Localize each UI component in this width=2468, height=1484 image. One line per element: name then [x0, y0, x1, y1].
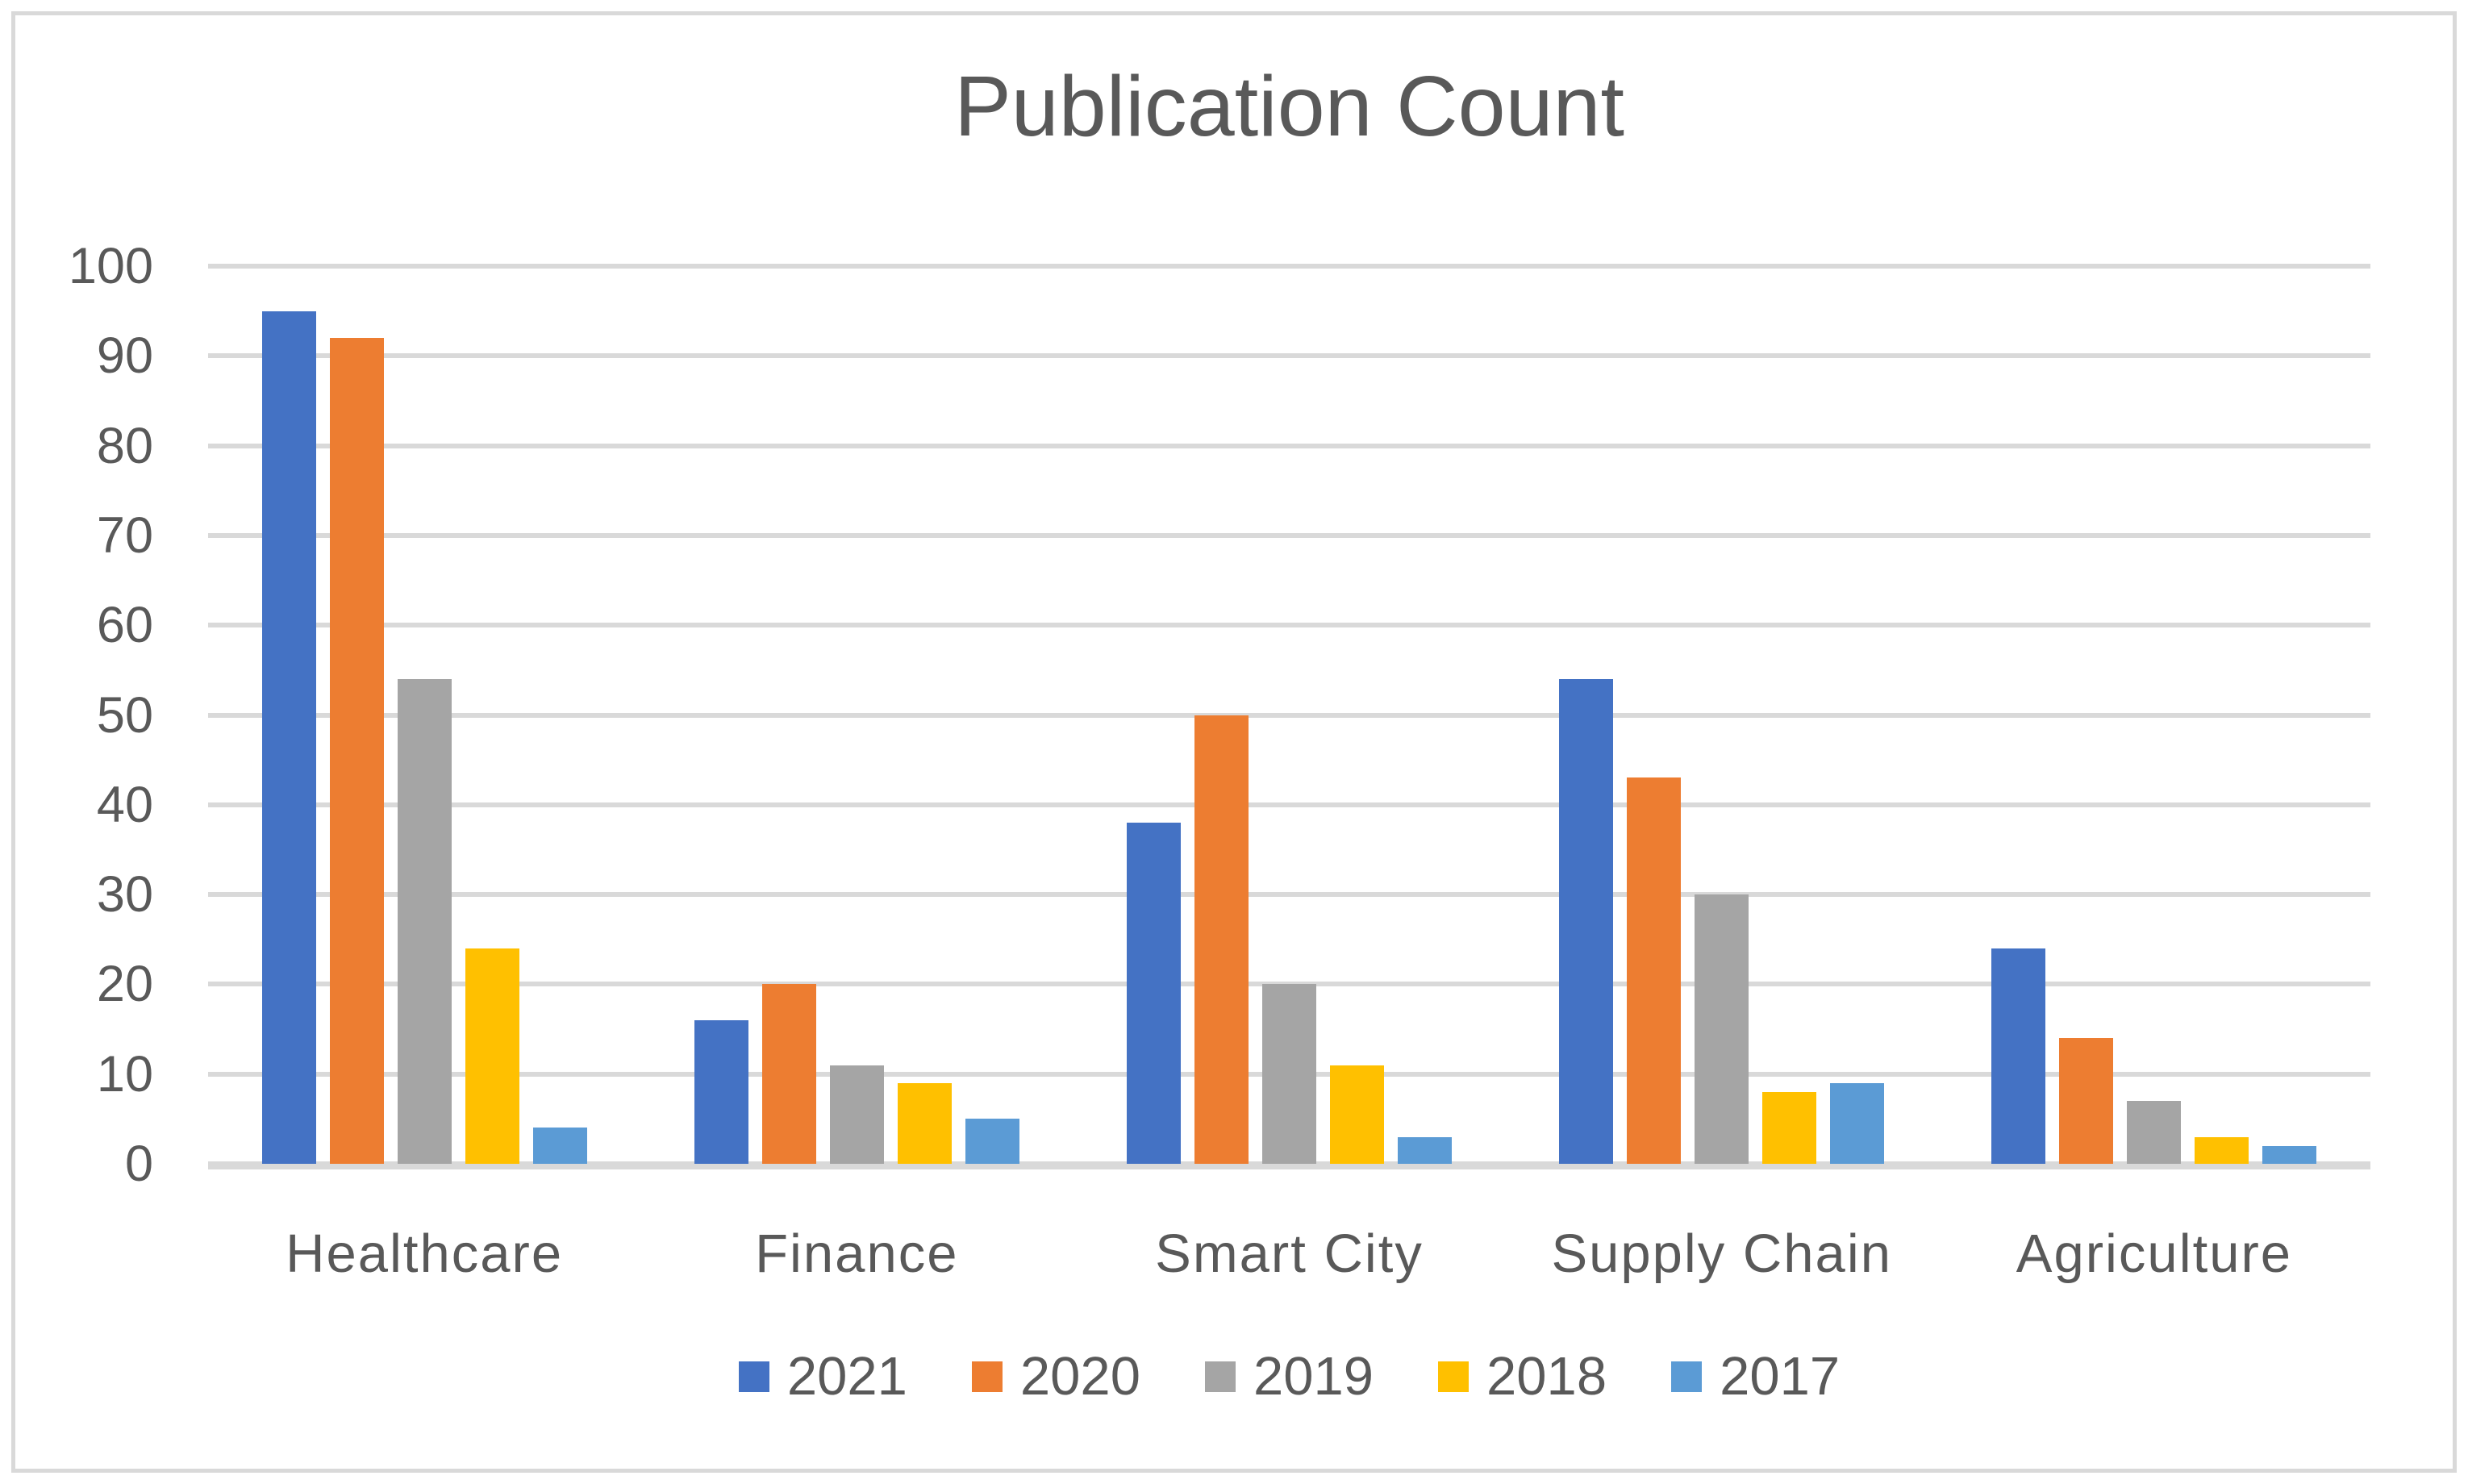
bar-group-smart-city	[1073, 266, 1505, 1164]
bar-2021-supply-chain	[1559, 678, 1614, 1164]
bar-2019-smart-city	[1262, 984, 1316, 1164]
y-tick-label-20: 20	[96, 956, 153, 1013]
gridline-70	[208, 532, 2370, 538]
legend-item-2018: 2018	[1438, 1345, 1607, 1407]
gridline-60	[208, 623, 2370, 628]
bar-2017-supply-chain	[1830, 1082, 1885, 1164]
gridline-90	[208, 353, 2370, 359]
bar-group-agriculture	[1938, 266, 2370, 1164]
legend-item-2020: 2020	[971, 1345, 1140, 1407]
gridline-100	[208, 264, 2370, 269]
legend-label-2019: 2019	[1253, 1346, 1374, 1407]
y-tick-label-100: 100	[68, 238, 153, 294]
bar-2021-healthcare	[261, 311, 316, 1164]
legend-swatch-icon	[971, 1361, 1003, 1392]
legend-label-2018: 2018	[1486, 1346, 1607, 1407]
bar-2020-supply-chain	[1627, 777, 1682, 1164]
bar-2017-finance	[965, 1119, 1019, 1164]
bar-2019-agriculture	[2127, 1101, 2182, 1164]
y-tick-label-50: 50	[96, 686, 153, 744]
chart-title: Publication Count	[954, 59, 1624, 154]
bar-2018-finance	[897, 1082, 952, 1164]
bar-group-finance	[640, 266, 1073, 1164]
gridline-50	[208, 712, 2370, 718]
bar-2017-agriculture	[2262, 1145, 2317, 1164]
y-tick-label-90: 90	[96, 327, 153, 385]
x-category-label-finance: Finance	[755, 1223, 959, 1284]
x-category-label-healthcare: Healthcare	[286, 1223, 564, 1284]
y-tick-label-40: 40	[96, 776, 153, 833]
gridline-20	[208, 982, 2370, 987]
legend: 2021 2020 2019 2018 2017	[208, 1345, 2370, 1407]
bar-2018-smart-city	[1330, 1065, 1384, 1164]
legend-label-2017: 2017	[1720, 1346, 1841, 1407]
bar-2021-smart-city	[1127, 823, 1181, 1164]
x-axis-line	[208, 1164, 2370, 1169]
bar-2021-agriculture	[1991, 948, 2046, 1164]
x-category-label-agriculture: Agriculture	[2016, 1223, 2293, 1284]
x-category-label-smart-city: Smart City	[1155, 1223, 1424, 1284]
bar-2019-healthcare	[397, 678, 452, 1164]
bar-2017-smart-city	[1398, 1136, 1452, 1164]
gridline-40	[208, 802, 2370, 807]
bar-2019-finance	[829, 1065, 884, 1164]
legend-swatch-icon	[1204, 1361, 1236, 1392]
legend-item-2017: 2017	[1671, 1345, 1840, 1407]
y-tick-label-80: 80	[96, 417, 153, 474]
legend-item-2021: 2021	[738, 1345, 907, 1407]
y-tick-label-70: 70	[96, 506, 153, 564]
bar-group-supply-chain	[1506, 266, 1938, 1164]
y-tick-label-30: 30	[96, 866, 153, 923]
bar-2020-smart-city	[1194, 715, 1249, 1164]
legend-label-2021: 2021	[786, 1346, 907, 1407]
plot-area	[208, 264, 2370, 1169]
legend-swatch-icon	[738, 1361, 769, 1392]
gridline-30	[208, 892, 2370, 898]
bar-2020-agriculture	[2059, 1038, 2114, 1164]
bar-2021-finance	[694, 1019, 748, 1164]
x-axis-labels: Healthcare Finance Smart City Supply Chain A…	[208, 1223, 2370, 1285]
x-category-label-supply-chain: Supply Chain	[1551, 1223, 1892, 1284]
legend-swatch-icon	[1438, 1361, 1470, 1392]
legend-label-2020: 2020	[1019, 1346, 1140, 1407]
legend-item-2019: 2019	[1204, 1345, 1374, 1407]
y-tick-label-60: 60	[96, 597, 153, 654]
bar-2018-supply-chain	[1762, 1091, 1817, 1164]
y-tick-label-0: 0	[124, 1136, 153, 1192]
bar-2018-agriculture	[2195, 1136, 2249, 1164]
y-axis-labels: 0 10 20 30 40 50 60 70 80 90 100	[0, 238, 186, 1192]
bar-group-healthcare	[208, 266, 640, 1164]
bar-2020-healthcare	[329, 338, 384, 1164]
legend-swatch-icon	[1671, 1361, 1703, 1392]
bar-2020-finance	[761, 984, 816, 1164]
bar-2017-healthcare	[532, 1128, 587, 1164]
gridline-80	[208, 443, 2370, 448]
bar-2018-healthcare	[465, 948, 519, 1164]
y-tick-label-10: 10	[96, 1045, 153, 1103]
bar-2019-supply-chain	[1695, 894, 1749, 1164]
bar-groups	[208, 266, 2370, 1164]
